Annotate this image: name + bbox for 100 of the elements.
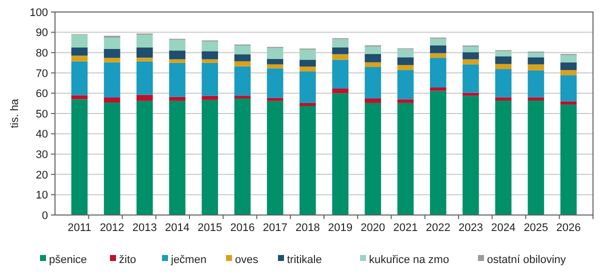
- bar: [136, 34, 153, 48]
- bar: [462, 59, 479, 64]
- bar: [300, 66, 316, 72]
- bar: [332, 60, 348, 89]
- x-tick-label: 2012: [100, 222, 124, 234]
- bar: [136, 48, 153, 58]
- x-tick-label: 2021: [393, 222, 418, 234]
- y-tick-label: 0: [42, 210, 48, 222]
- bar: [560, 70, 577, 76]
- bar: [71, 34, 88, 48]
- bar: [266, 48, 284, 59]
- bar: [397, 70, 414, 100]
- bar: [495, 51, 512, 56]
- bar: [104, 58, 120, 62]
- bar: [528, 100, 544, 215]
- legend-label: žito: [119, 254, 136, 266]
- bar: [169, 62, 186, 97]
- legend-label: ječmen: [170, 254, 206, 266]
- bar: [169, 40, 186, 51]
- x-tick-label: 2024: [491, 222, 516, 234]
- bar: [364, 98, 382, 103]
- bar: [495, 64, 512, 70]
- bar: [169, 59, 186, 63]
- legend-label: pšenice: [49, 254, 87, 266]
- bar: [462, 46, 479, 52]
- bar: [202, 96, 218, 100]
- bar: [430, 53, 446, 58]
- bar: [169, 50, 186, 60]
- x-tick-label: 2017: [262, 222, 288, 234]
- bar: [560, 55, 577, 62]
- legend-label: oves: [235, 254, 259, 266]
- bar: [397, 99, 414, 103]
- bar: [202, 59, 218, 63]
- bar: [136, 100, 153, 215]
- x-tick-label: 2014: [165, 222, 190, 234]
- x-tick-label: 2015: [198, 222, 222, 234]
- x-tick-label: 2016: [230, 222, 255, 234]
- bar: [528, 52, 544, 58]
- x-tick-label: 2023: [458, 222, 483, 234]
- y-tick-label: 60: [36, 88, 48, 100]
- bar: [300, 50, 316, 60]
- legend-label: tritikale: [287, 254, 322, 266]
- bar: [364, 67, 382, 98]
- bar: [266, 64, 284, 68]
- bar: [462, 96, 479, 215]
- y-axis-title: tis. ha: [9, 98, 21, 128]
- bar: [495, 100, 512, 215]
- bar: [430, 38, 446, 46]
- x-tick-label: 2013: [132, 222, 157, 234]
- bar: [104, 97, 120, 103]
- bar: [462, 92, 479, 96]
- bar: [202, 41, 218, 52]
- y-tick-label: 90: [36, 27, 48, 40]
- bar: [71, 95, 88, 100]
- bar: [332, 93, 348, 215]
- bar: [300, 71, 316, 103]
- bar: [234, 96, 251, 98]
- x-tick-label: 2011: [68, 222, 92, 234]
- bar: [397, 102, 414, 215]
- bar: [495, 69, 512, 98]
- bar: [266, 100, 284, 215]
- bar: [332, 39, 348, 48]
- bar: [71, 61, 88, 96]
- bar: [104, 62, 120, 98]
- y-tick-label: 30: [36, 148, 48, 161]
- bar: [169, 96, 186, 101]
- bar: [234, 61, 251, 66]
- legend-label: kukuřice na zmo: [369, 254, 450, 266]
- y-tick-label: 50: [36, 108, 48, 120]
- x-tick-label: 2019: [328, 222, 353, 234]
- bar: [234, 45, 251, 54]
- bar: [528, 97, 544, 101]
- bar: [528, 57, 544, 64]
- bar: [397, 64, 414, 70]
- bar: [104, 48, 120, 58]
- bar: [560, 101, 577, 105]
- x-tick-label: 2026: [556, 222, 581, 234]
- bar: [430, 90, 446, 215]
- x-tick-label: 2022: [426, 222, 450, 234]
- bar: [300, 102, 316, 106]
- bar: [462, 52, 479, 60]
- bar: [202, 100, 218, 215]
- bar: [71, 48, 88, 56]
- y-tick-label: 40: [36, 128, 48, 141]
- bar: [234, 54, 251, 62]
- bar: [430, 58, 446, 88]
- bar: [560, 104, 577, 215]
- bar: [462, 64, 479, 93]
- bar: [528, 64, 544, 70]
- bar: [397, 57, 414, 65]
- bar: [332, 54, 348, 60]
- bar: [266, 68, 284, 98]
- bar: [332, 47, 348, 54]
- bar: [528, 70, 544, 98]
- bar: [397, 49, 414, 58]
- bar: [364, 54, 382, 62]
- bar: [300, 106, 316, 215]
- y-tick-label: 80: [36, 47, 48, 60]
- bar: [560, 62, 577, 70]
- x-tick-label: 2025: [524, 222, 548, 234]
